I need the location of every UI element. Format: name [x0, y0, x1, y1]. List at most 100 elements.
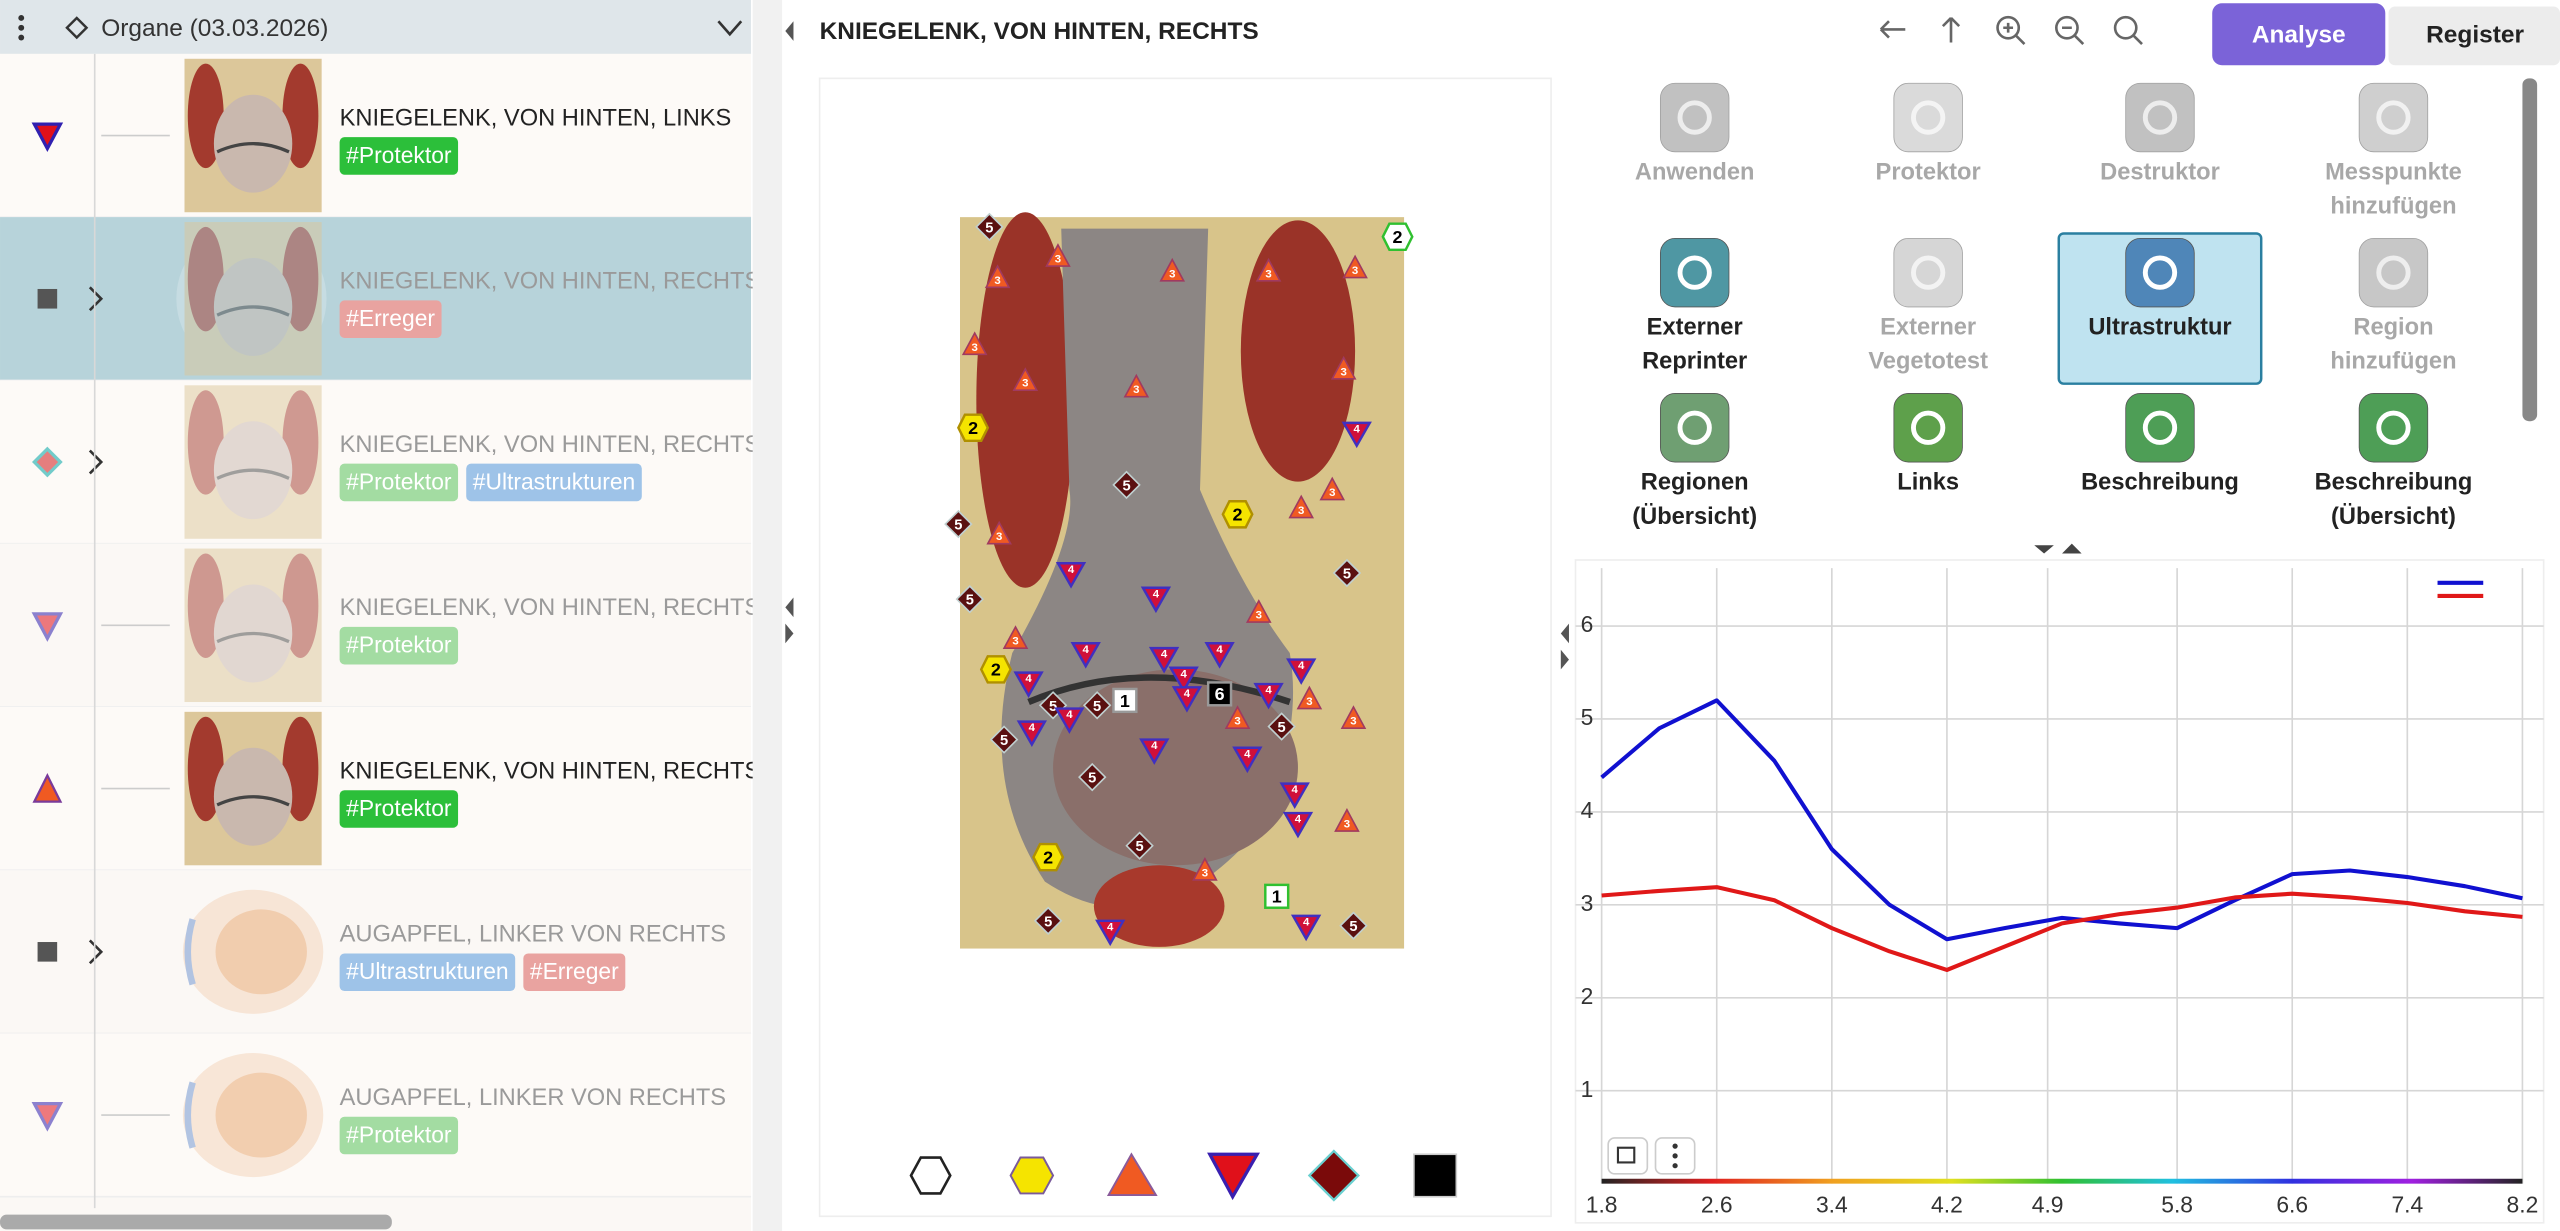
marker-label[interactable]: 5: [1349, 919, 1357, 935]
tool-scrollbar[interactable]: [2522, 78, 2538, 422]
tool-label[interactable]: Reprinter: [1642, 349, 1747, 375]
tool-button[interactable]: Destruktor: [2100, 82, 2220, 185]
marker-label[interactable]: 3: [994, 275, 1000, 287]
tool-button[interactable]: Protektor: [1876, 82, 1981, 185]
marker-label[interactable]: 5: [1122, 478, 1130, 494]
tool-label[interactable]: (Übersicht): [2331, 503, 2456, 530]
collapse-arrow[interactable]: [785, 597, 794, 618]
list-item[interactable]: AUGAPFEL, LINKER VON RECHTS #Ultrastruktu…: [0, 870, 752, 1035]
marker-label[interactable]: 2: [1043, 847, 1053, 867]
expand-chevron[interactable]: [88, 449, 104, 475]
marker-label[interactable]: 4: [1295, 814, 1302, 826]
tool-icon[interactable]: [1659, 237, 1730, 308]
tool-button[interactable]: Ultrastruktur: [2057, 232, 2263, 385]
tool-icon[interactable]: [1893, 82, 1963, 153]
marker-label[interactable]: 4: [1184, 688, 1191, 700]
tool-selected[interactable]: [2057, 232, 2263, 385]
marker-label[interactable]: 3: [1202, 867, 1208, 879]
tool-label[interactable]: Externer: [1880, 314, 1976, 340]
expand-chevron[interactable]: [88, 286, 104, 312]
tool-label[interactable]: hinzufügen: [2330, 194, 2456, 220]
shape-option[interactable]: [1009, 1156, 1055, 1195]
tool-icon[interactable]: [2125, 82, 2195, 153]
zoom-in-icon[interactable]: [1996, 15, 2021, 40]
expand-chevron[interactable]: [88, 939, 104, 965]
tool-label[interactable]: Beschreibung: [2081, 470, 2239, 496]
tool-button[interactable]: Links: [1893, 393, 1963, 496]
marker-label[interactable]: 4: [1025, 673, 1032, 685]
shape-option[interactable]: [1307, 1149, 1360, 1202]
tool-button[interactable]: Beschreibung: [2081, 393, 2239, 496]
tool-button[interactable]: Messpunkte hinzufügen: [2325, 82, 2462, 220]
marker-label[interactable]: 3: [1352, 265, 1358, 277]
marker-label[interactable]: 4: [1153, 588, 1160, 600]
back-icon[interactable]: [1879, 20, 1906, 39]
marker-label[interactable]: 5: [1093, 699, 1101, 715]
dropdown-icon[interactable]: [717, 20, 743, 37]
menu-icon[interactable]: [18, 15, 25, 21]
tool-label[interactable]: (Übersicht): [1632, 503, 1757, 530]
tool-label[interactable]: Vegetotest: [1868, 349, 1988, 375]
marker-label[interactable]: 4: [1083, 644, 1090, 656]
marker-label[interactable]: 2: [991, 660, 1001, 680]
marker-label[interactable]: 5: [1278, 720, 1286, 736]
marker-label[interactable]: 5: [1049, 699, 1057, 715]
tool-label[interactable]: Beschreibung: [2315, 470, 2473, 496]
zoom-out-icon[interactable]: [2055, 15, 2079, 40]
marker-label[interactable]: 5: [954, 518, 962, 534]
marker-label[interactable]: 3: [1055, 254, 1061, 266]
tool-button[interactable]: Externer Reprinter: [1642, 237, 1747, 375]
marker-label[interactable]: 2: [968, 418, 978, 438]
tool-button[interactable]: Externer Vegetotest: [1868, 237, 1988, 375]
marker-label[interactable]: 3: [1329, 487, 1335, 499]
h-scrollbar[interactable]: [0, 1214, 392, 1230]
marker-label[interactable]: 3: [1234, 716, 1240, 728]
tool-button[interactable]: Beschreibung (Übersicht): [2315, 393, 2473, 530]
chart-arrows[interactable]: [1560, 623, 1569, 670]
tool-icon[interactable]: [2358, 237, 2429, 308]
tool-icon[interactable]: [2125, 237, 2195, 308]
marker-label[interactable]: 3: [1265, 268, 1271, 280]
tool-icon[interactable]: [1659, 82, 1730, 153]
up-icon[interactable]: [1941, 17, 1961, 43]
list-item[interactable]: KNIEGELENK, VON HINTEN, RECHTS #Protektor…: [0, 380, 760, 545]
tab[interactable]: [2388, 6, 2560, 66]
tool-icon[interactable]: [1659, 393, 1730, 463]
marker-label[interactable]: 4: [1068, 564, 1075, 576]
marker-label[interactable]: 5: [1044, 914, 1052, 930]
marker-label[interactable]: 2: [1393, 227, 1403, 247]
tool-label[interactable]: Externer: [1647, 314, 1743, 340]
tool-icon[interactable]: [2358, 393, 2429, 463]
zoom-fit-icon[interactable]: [2113, 15, 2138, 40]
shape-option[interactable]: [1413, 1153, 1458, 1198]
marker-label[interactable]: 1: [1272, 887, 1282, 907]
shape-option[interactable]: [1106, 1152, 1158, 1197]
tool-button[interactable]: Regionen (Übersicht): [1632, 393, 1757, 530]
list-item[interactable]: KNIEGELENK, VON HINTEN, RECHTS #Protektor: [0, 543, 760, 708]
tool-icon[interactable]: [1893, 393, 1963, 463]
item-bg[interactable]: [0, 870, 752, 1034]
marker-label[interactable]: 4: [1151, 740, 1158, 752]
tool-label[interactable]: hinzufügen: [2330, 349, 2456, 375]
marker-label[interactable]: 3: [1350, 716, 1356, 728]
list-item[interactable]: KNIEGELENK, VON HINTEN, RECHTS #Erreger: [0, 217, 760, 382]
marker-label[interactable]: 4: [1292, 784, 1299, 796]
list-item[interactable]: KNIEGELENK, VON HINTEN, RECHTS #Protektor: [0, 706, 760, 872]
marker-label[interactable]: 1: [1120, 691, 1130, 711]
collapse-arrow[interactable]: [785, 21, 794, 41]
marker-label[interactable]: 4: [1107, 921, 1114, 933]
tool-label[interactable]: Anwenden: [1635, 159, 1755, 185]
marker-label[interactable]: 3: [1169, 268, 1175, 280]
tool-button[interactable]: Region hinzufügen: [2330, 237, 2457, 375]
tool-icon[interactable]: [2125, 393, 2195, 463]
marker-label[interactable]: 5: [1343, 567, 1351, 583]
marker-label[interactable]: 3: [1344, 818, 1350, 830]
tab-active[interactable]: [2212, 3, 2386, 66]
tab-label[interactable]: Analyse: [2252, 21, 2346, 48]
marker-label[interactable]: 3: [1012, 636, 1018, 648]
marker-label[interactable]: 4: [1303, 916, 1310, 928]
marker-label[interactable]: 5: [985, 220, 993, 236]
tool-label[interactable]: Messpunkte: [2325, 159, 2462, 185]
tool-icon[interactable]: [1893, 237, 1963, 308]
tool-label[interactable]: Regionen: [1641, 470, 1749, 496]
